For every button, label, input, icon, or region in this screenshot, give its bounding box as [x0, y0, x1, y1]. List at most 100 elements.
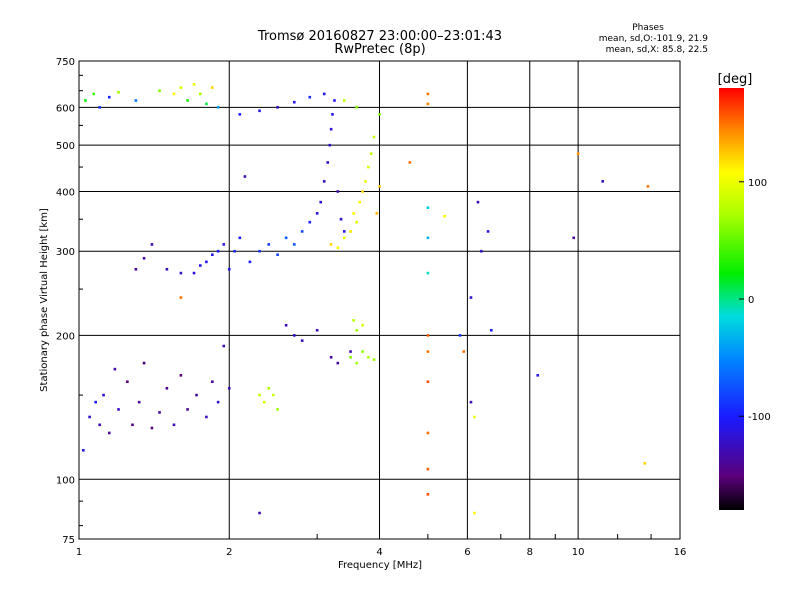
- scatter-point: [262, 400, 266, 404]
- scatter-point: [572, 236, 576, 240]
- x-tick-label: 1: [76, 547, 82, 558]
- y-tick-label: 500: [56, 141, 75, 152]
- scatter-point: [322, 180, 326, 183]
- scatter-point: [352, 212, 355, 215]
- scatter-point: [355, 328, 358, 332]
- phases-title: Phases: [632, 23, 664, 33]
- scatter-point: [258, 511, 261, 515]
- scatter-point: [179, 271, 183, 275]
- scatter-point: [199, 92, 202, 96]
- scatter-point: [211, 380, 214, 384]
- scatter-point: [333, 99, 336, 102]
- scatter-point: [319, 200, 323, 204]
- scatter-point: [172, 92, 176, 96]
- scatter-point: [142, 256, 146, 260]
- scatter-point: [172, 423, 176, 427]
- scatter-point: [88, 415, 91, 419]
- scatter-point: [339, 217, 343, 221]
- scatter-point: [243, 175, 247, 178]
- scatter-point: [361, 323, 364, 327]
- scatter-point: [81, 448, 85, 452]
- scatter-point: [192, 271, 196, 275]
- scatter-point: [336, 361, 340, 365]
- scatter-point: [352, 319, 355, 322]
- scatter-point: [84, 99, 87, 102]
- scatter-point: [643, 462, 647, 465]
- scatter-point: [426, 467, 430, 471]
- scatter-point: [355, 106, 358, 109]
- scatter-point: [473, 511, 476, 515]
- scatter-point: [349, 355, 352, 359]
- colorbar-tick-label: 0: [748, 295, 754, 306]
- scatter-point: [469, 296, 473, 299]
- scatter-point: [238, 113, 242, 116]
- scatter-points: [81, 83, 650, 515]
- scatter-point: [486, 230, 490, 233]
- scatter-point: [426, 271, 430, 275]
- scatter-point: [326, 161, 330, 164]
- scatter-point: [131, 423, 134, 427]
- scatter-point: [179, 296, 183, 299]
- scatter-point: [426, 350, 430, 353]
- y-tick-label: 600: [56, 103, 75, 114]
- scatter-point: [364, 180, 367, 183]
- scatter-point: [336, 190, 340, 193]
- scatter-point: [458, 334, 462, 337]
- scatter-point: [367, 165, 370, 169]
- scatter-point: [195, 393, 198, 397]
- scatter-point: [248, 260, 252, 264]
- scatter-point: [331, 113, 334, 116]
- grid-lines: [79, 61, 680, 539]
- scatter-point: [186, 99, 189, 102]
- x-tick-label: 2: [226, 547, 232, 558]
- scatter-point: [336, 246, 340, 250]
- scatter-point: [222, 243, 226, 246]
- scatter-point: [107, 431, 111, 435]
- scatter-point: [113, 367, 117, 371]
- y-tick-label: 750: [56, 57, 75, 68]
- scatter-point: [199, 264, 202, 267]
- scatter-point: [426, 236, 430, 240]
- scatter-point: [342, 236, 346, 240]
- scatter-point: [117, 91, 120, 94]
- x-tick-label: 16: [674, 547, 687, 558]
- scatter-point: [284, 323, 288, 327]
- chart-subtitle: RwPretec (8p): [334, 42, 425, 57]
- scatter-point: [358, 200, 361, 204]
- scatter-point: [216, 249, 220, 253]
- scatter-point: [426, 493, 430, 496]
- scatter-point: [158, 89, 161, 93]
- scatter-point: [375, 212, 379, 215]
- scatter-point: [150, 243, 154, 246]
- colorbar-tick-label: -100: [748, 412, 771, 423]
- scatter-point: [361, 350, 364, 353]
- scatter-point: [267, 243, 271, 246]
- scatter-point: [102, 393, 105, 397]
- scatter-point: [443, 214, 446, 218]
- scatter-point: [205, 260, 208, 264]
- x-axis-label: Frequency [MHz]: [338, 560, 422, 571]
- scatter-point: [378, 113, 381, 116]
- scatter-point: [349, 350, 352, 353]
- scatter-point: [293, 100, 296, 104]
- phases-x-stats: mean, sd,X: 85.8, 22.5: [606, 45, 708, 55]
- x-axis-ticks: 1 2 4 6 8 10 16: [76, 534, 687, 558]
- scatter-point: [165, 267, 169, 271]
- scatter-point: [94, 400, 97, 404]
- x-tick-label: 8: [527, 547, 533, 558]
- scatter-point: [258, 249, 261, 253]
- scatter-point: [205, 102, 208, 106]
- scatter-point: [426, 102, 430, 106]
- y-tick-label: 300: [56, 247, 75, 258]
- scatter-point: [469, 400, 473, 404]
- scatter-point: [137, 400, 141, 404]
- scatter-point: [134, 267, 138, 271]
- scatter-point: [536, 374, 540, 377]
- scatter-point: [192, 83, 196, 86]
- scatter-point: [355, 220, 358, 224]
- scatter-point: [216, 106, 220, 109]
- x-tick-label: 6: [464, 547, 470, 558]
- scatter-point: [211, 86, 214, 89]
- scatter-point: [329, 127, 333, 131]
- scatter-point: [227, 387, 231, 390]
